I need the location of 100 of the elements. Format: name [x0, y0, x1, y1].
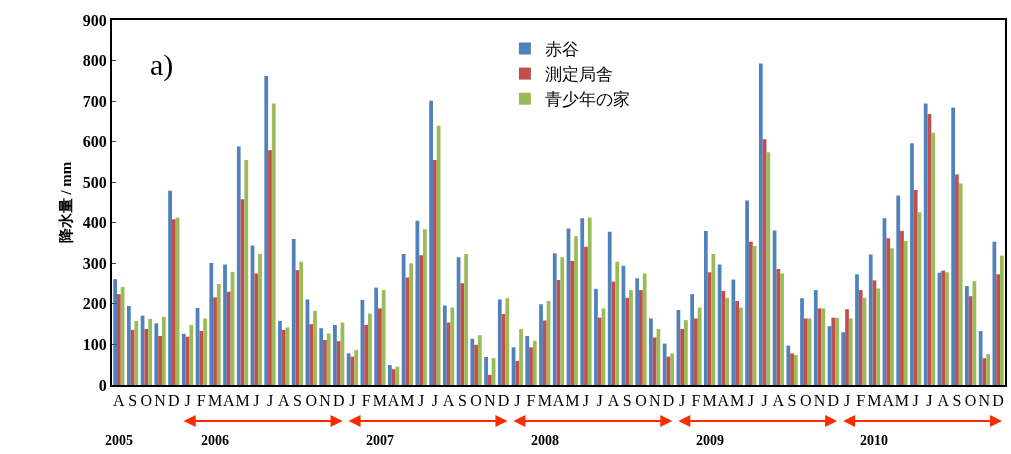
x-tick-label: A: [772, 392, 785, 410]
x-tick-label: J: [843, 392, 851, 410]
bar: [470, 338, 475, 385]
x-tick-label: O: [964, 392, 977, 410]
bar: [497, 299, 502, 385]
x-tick-label: J: [431, 392, 438, 410]
bar: [584, 246, 588, 385]
bar: [113, 279, 117, 385]
bar: [968, 296, 973, 385]
bar: [597, 317, 602, 385]
bar: [189, 324, 194, 385]
bar: [725, 297, 729, 385]
bar: [474, 344, 478, 385]
x-tick-label: J: [582, 392, 590, 410]
y-tick-label: 900: [82, 11, 107, 29]
y-tick-label: 800: [82, 52, 107, 70]
bar: [450, 307, 455, 385]
bar: [766, 152, 771, 385]
x-tick-label: J: [184, 392, 191, 410]
y-axis-title: 降水量 / mm: [57, 161, 74, 244]
text: 2005: [105, 433, 133, 448]
bar: [134, 320, 139, 385]
bar: [738, 307, 743, 385]
x-tick-label: D: [497, 392, 510, 410]
bar: [835, 317, 839, 385]
bar: [281, 329, 286, 385]
bar: [813, 290, 818, 385]
bar: [323, 339, 327, 385]
y-tick-label: 0: [98, 376, 107, 394]
text: 2010: [860, 433, 888, 448]
x-tick-label: O: [470, 392, 482, 410]
text: 2008: [531, 433, 559, 448]
x-tick-label: D: [332, 392, 345, 410]
bar: [409, 263, 414, 385]
bar: [890, 248, 894, 385]
bar: [1000, 255, 1004, 385]
bar: [800, 298, 804, 385]
bar: [931, 132, 936, 385]
bar: [635, 278, 640, 385]
bar: [505, 298, 510, 385]
bar: [429, 100, 433, 385]
x-tick-label: J: [912, 392, 919, 410]
x-tick-label: D: [827, 392, 840, 410]
x-tick-label: N: [648, 392, 661, 410]
x-tick-label: N: [319, 392, 332, 410]
x-tick-label: J: [747, 392, 754, 410]
legend-label: 青少年の家: [544, 90, 630, 110]
bar: [529, 347, 533, 385]
x-tick-label: J: [253, 392, 260, 410]
bar: [552, 253, 557, 385]
bar: [580, 218, 585, 385]
bar: [821, 308, 826, 385]
bar: [181, 333, 186, 385]
bar: [594, 288, 598, 385]
x-tick-label: O: [635, 392, 647, 410]
x-tick-label: M: [894, 392, 910, 410]
bar: [680, 329, 685, 385]
bar: [515, 361, 520, 385]
bar: [913, 189, 918, 385]
bar: [391, 369, 396, 385]
x-tick-label: N: [978, 392, 991, 410]
bar: [560, 257, 565, 385]
bar: [662, 343, 667, 385]
bar: [154, 323, 159, 385]
bar: [419, 255, 423, 385]
bar: [735, 301, 739, 385]
bar: [574, 236, 578, 385]
bar: [951, 107, 956, 385]
bar: [368, 313, 372, 385]
bar: [965, 286, 969, 385]
y-tick-label: 500: [82, 173, 107, 191]
x-tick-label: A: [607, 392, 620, 410]
x-tick-label: J: [596, 392, 603, 410]
x-tick-label: A: [223, 392, 235, 410]
bar: [793, 354, 798, 385]
y-tick-label: 400: [82, 214, 107, 232]
bar: [615, 261, 620, 385]
x-tick-label: A: [387, 392, 400, 410]
x-tick-label: O: [800, 392, 812, 410]
x-tick-label: A: [113, 392, 126, 410]
bar: [203, 318, 207, 385]
x-tick-label: O: [140, 392, 153, 410]
bar: [978, 331, 983, 385]
bar: [731, 279, 736, 385]
bar: [171, 219, 176, 385]
bar: [539, 304, 543, 385]
bar: [803, 318, 808, 385]
bar: [477, 335, 482, 385]
bar: [642, 273, 647, 385]
x-tick-label: N: [484, 392, 497, 410]
x-tick-label: M: [537, 392, 552, 410]
bar: [748, 241, 753, 385]
bar: [313, 310, 317, 385]
text: 2006: [201, 433, 229, 448]
bar: [945, 272, 949, 385]
bar: [226, 291, 231, 385]
bar: [460, 283, 465, 385]
x-tick-label: J: [418, 392, 425, 410]
x-tick-label: D: [662, 392, 675, 410]
bar: [525, 335, 530, 385]
